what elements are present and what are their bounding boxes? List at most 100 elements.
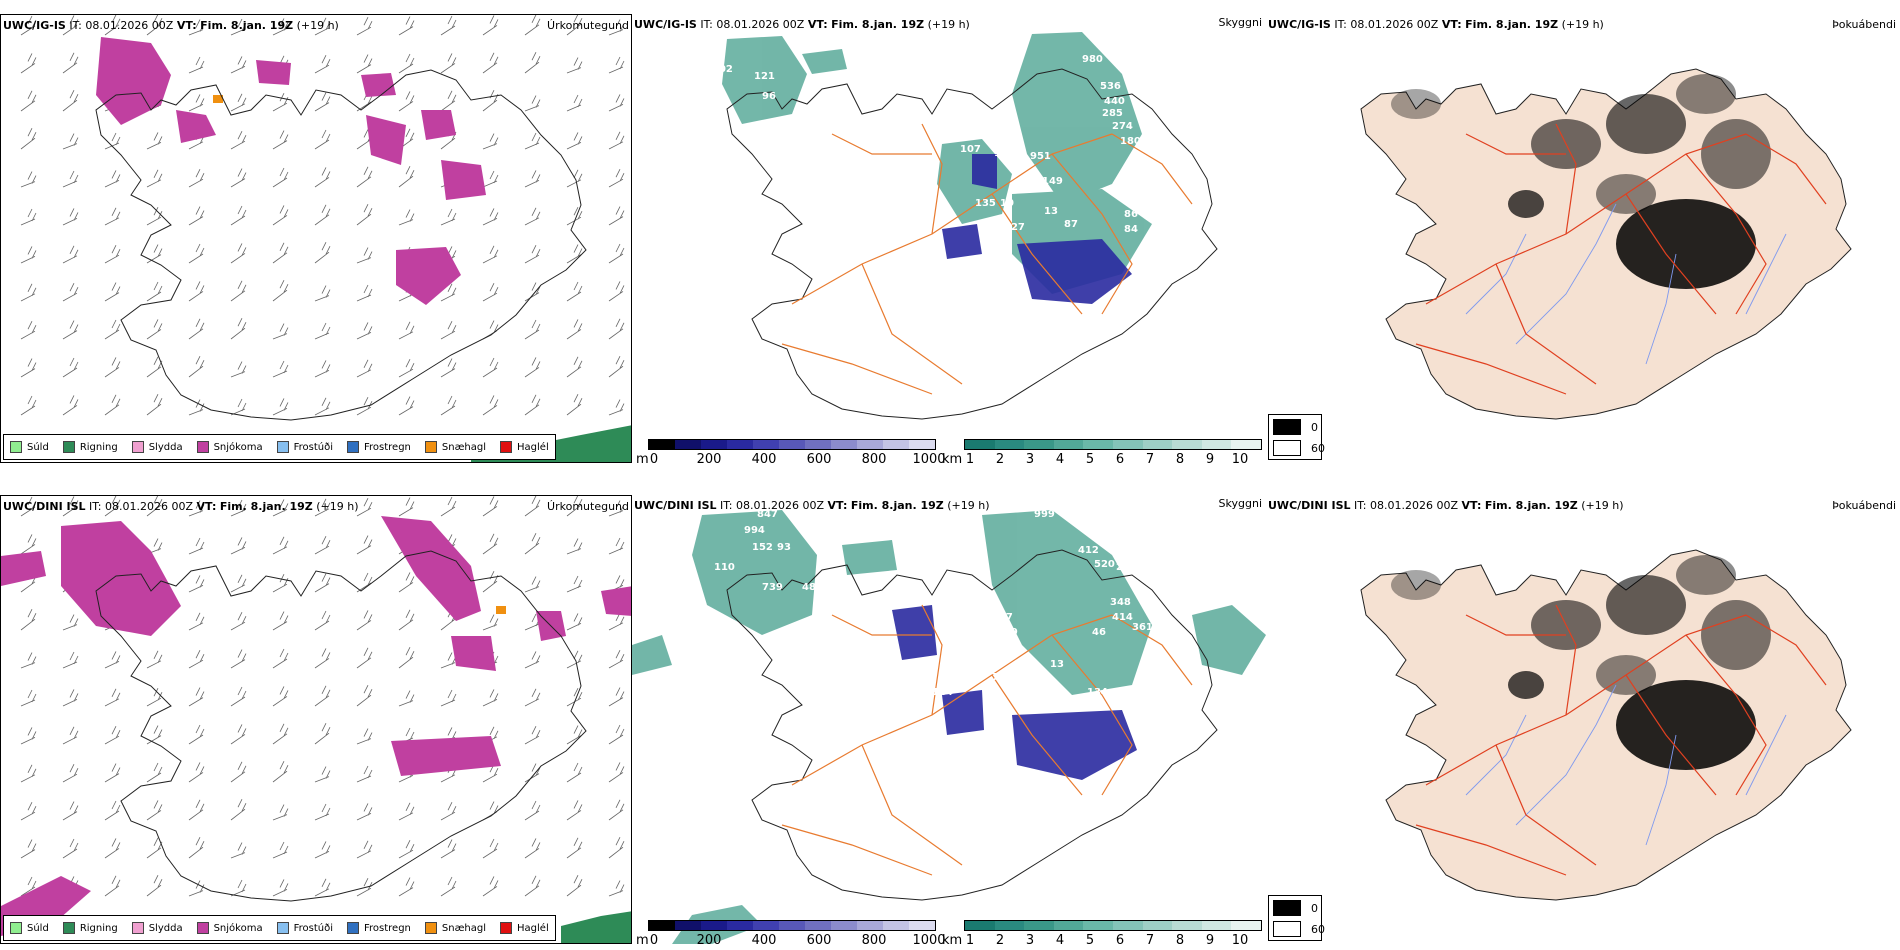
cloud-shade [1676, 555, 1736, 595]
wind-barb [524, 282, 541, 302]
legend-swatch [424, 922, 437, 934]
legend-label: Súld [27, 922, 49, 934]
map-value-label: 78 [992, 672, 1006, 683]
map-value-label: 274 [1112, 121, 1133, 132]
road [1425, 614, 1747, 786]
wind-barb [20, 609, 37, 631]
scale-swatch [857, 921, 883, 930]
legend-swatch [131, 441, 144, 453]
wind-barb [272, 398, 289, 416]
wind-barb [482, 320, 499, 340]
wind-barb [146, 725, 163, 745]
scale-swatch [831, 921, 857, 930]
wind-barb [188, 650, 205, 669]
wind-barb [398, 359, 415, 378]
visibility-scale: km 1 2 3 4 5 6 7 8 9 10 [942, 439, 1262, 463]
wind-barb [146, 244, 163, 264]
snow-area [176, 110, 216, 143]
wind-barb [188, 500, 205, 517]
visibility-panel-1: 965 202 121 96 980 536 440 285 999 107 142 274 180 95… [632, 14, 1266, 463]
wind-barb [146, 496, 163, 517]
wind-barb [356, 54, 373, 74]
wind-barb [608, 500, 625, 517]
map-value-label: 134 [1087, 687, 1108, 698]
wind-barb [230, 280, 247, 302]
wind-barb [440, 208, 457, 226]
wind-barb [524, 496, 541, 517]
wind-barb [356, 284, 373, 302]
wind-barb [482, 571, 499, 593]
wind-barb [356, 498, 373, 517]
scale-tick-label: 1 [965, 452, 975, 463]
scale-tick-label: 400 [751, 452, 777, 463]
scale-swatch [1142, 440, 1173, 449]
wind-barb [20, 90, 37, 112]
wind-barb [398, 53, 415, 74]
wind-barb [608, 650, 625, 669]
river [1515, 203, 1617, 345]
wind-barb [314, 841, 331, 859]
wind-barb [608, 56, 625, 74]
legend-item: Slydda [131, 922, 183, 934]
wind-barb [482, 52, 499, 74]
scale-unit: m [636, 933, 649, 944]
wind-barb [524, 170, 541, 188]
map-value-label: 348 [1110, 597, 1131, 608]
legend-swatch [62, 922, 75, 934]
scale-swatch [1112, 440, 1143, 449]
snow-area [396, 247, 461, 305]
wind-barb [20, 496, 37, 517]
road [831, 133, 932, 155]
legend-item: Súld [10, 441, 49, 453]
wind-barb [566, 762, 583, 783]
wind-barb [188, 687, 205, 707]
wind-barb [272, 723, 289, 745]
legend-swatch [1273, 419, 1301, 435]
scale-swatch [675, 440, 701, 449]
scale-swatch [779, 440, 805, 449]
wind-barb [188, 799, 205, 821]
scale-swatch [1053, 440, 1084, 449]
scale-swatch [675, 921, 701, 930]
scale-tick-label: 4 [1055, 933, 1065, 944]
legend-item: Slydda [131, 441, 183, 453]
visibility-area [722, 36, 807, 124]
wind-barb [608, 131, 625, 150]
road [991, 674, 1083, 796]
scale-swatch [805, 440, 831, 449]
wind-barb [230, 18, 247, 36]
scale-tick-label: 1000 [912, 933, 946, 944]
wind-barb [524, 763, 541, 783]
wind-barb [20, 171, 37, 188]
wind-barb [146, 169, 163, 188]
cloud-shade [1508, 671, 1544, 699]
map-value-label: 91 [1044, 699, 1058, 710]
map-value-label: 13 [1050, 659, 1064, 670]
wind-barb [104, 245, 121, 264]
wind-barb [62, 245, 79, 264]
scale-swatch [1024, 921, 1054, 930]
coastline [95, 550, 587, 902]
legend-swatch [131, 922, 144, 934]
wind-barb [62, 689, 79, 707]
panel-title: Skyggni [1218, 16, 1262, 29]
road [1555, 123, 1577, 235]
wind-barb [440, 90, 457, 112]
wind-barb [104, 688, 121, 707]
wind-barb [356, 765, 373, 783]
road [861, 263, 963, 385]
wind-barb [608, 243, 625, 264]
map-value-label: 520 [1094, 559, 1115, 570]
wind-barb [62, 801, 79, 821]
wind-barb [566, 132, 583, 150]
wind-barb [524, 245, 541, 264]
map-value-label: 127 [1004, 222, 1025, 233]
wind-barb [566, 356, 583, 378]
panel-header: UWC/DINI ISL IT: 08.01.2026 00Z VT: Fim.… [634, 499, 990, 512]
wind-barb [20, 652, 37, 669]
scale-tick-label: 8 [1175, 933, 1185, 944]
wind-barb [482, 357, 499, 378]
ceiling-scale: m 0 200 400 600 800 1000 [636, 920, 946, 944]
wind-barb [608, 281, 625, 302]
wind-barb [314, 397, 331, 416]
